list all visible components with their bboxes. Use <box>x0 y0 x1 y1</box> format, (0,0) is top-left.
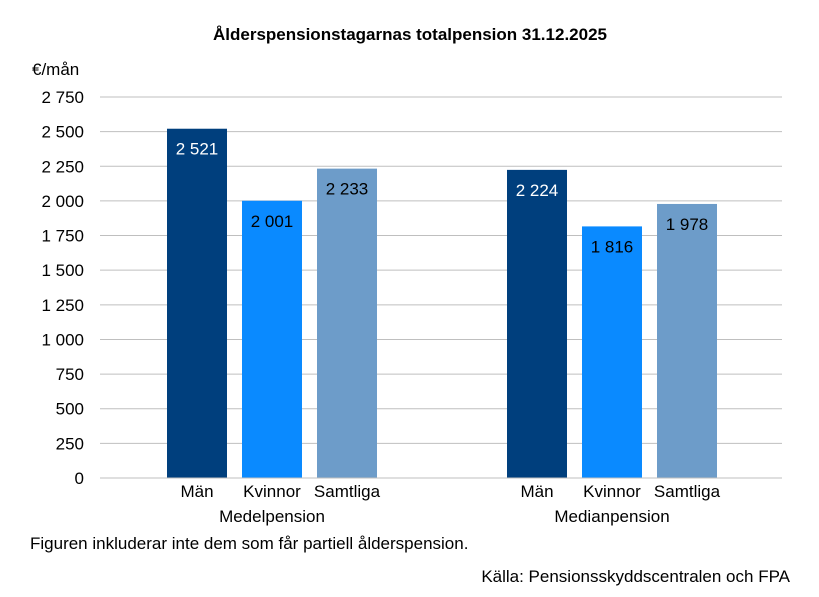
y-tick-label: 750 <box>56 365 84 384</box>
y-tick-label: 500 <box>56 400 84 419</box>
category-label: Män <box>180 482 213 501</box>
data-label: 2 233 <box>326 180 369 199</box>
y-tick-label: 1 250 <box>41 296 84 315</box>
bar <box>657 203 717 478</box>
category-label: Kvinnor <box>243 482 301 501</box>
y-tick-label: 1 500 <box>41 261 84 280</box>
y-tick-label: 2 250 <box>41 157 84 176</box>
y-tick-label: 1 750 <box>41 227 84 246</box>
y-tick-label: 1 000 <box>41 330 84 349</box>
category-label: Kvinnor <box>583 482 641 501</box>
chart-title: Ålderspensionstagarnas totalpension 31.1… <box>213 25 607 44</box>
category-label: Samtliga <box>314 482 381 501</box>
source-note: Källa: Pensionsskyddscentralen och FPA <box>481 567 790 586</box>
bar <box>242 200 302 478</box>
y-tick-label: 0 <box>75 469 84 488</box>
data-label: 2 224 <box>516 181 559 200</box>
group-label: Medelpension <box>219 507 325 526</box>
bar <box>507 169 567 478</box>
y-tick-label: 2 000 <box>41 192 84 211</box>
category-label: Samtliga <box>654 482 721 501</box>
y-axis-ticks: 0 250 500 750 1 000 1 250 1 500 1 750 2 000 2 250… <box>41 88 84 488</box>
bar <box>582 226 642 478</box>
bar <box>317 168 377 479</box>
y-tick-label: 250 <box>56 434 84 453</box>
bar <box>167 128 227 478</box>
data-label: 1 978 <box>666 215 709 234</box>
data-label: 2 521 <box>176 140 219 159</box>
category-labels: Män Kvinnor Samtliga Män Kvinnor Samtliga <box>180 482 720 501</box>
footnote: Figuren inkluderar inte dem som får part… <box>30 534 468 553</box>
category-label: Män <box>520 482 553 501</box>
data-label: 2 001 <box>251 212 294 231</box>
bars <box>167 128 717 479</box>
group-label: Medianpension <box>554 507 669 526</box>
group-labels: Medelpension Medianpension <box>219 507 670 526</box>
data-label: 1 816 <box>591 237 634 256</box>
y-tick-label: 2 750 <box>41 88 84 107</box>
y-axis-unit: €/mån <box>32 60 79 79</box>
data-labels: 2 521 2 001 2 233 2 224 1 816 1 978 <box>176 140 709 257</box>
y-tick-label: 2 500 <box>41 123 84 142</box>
